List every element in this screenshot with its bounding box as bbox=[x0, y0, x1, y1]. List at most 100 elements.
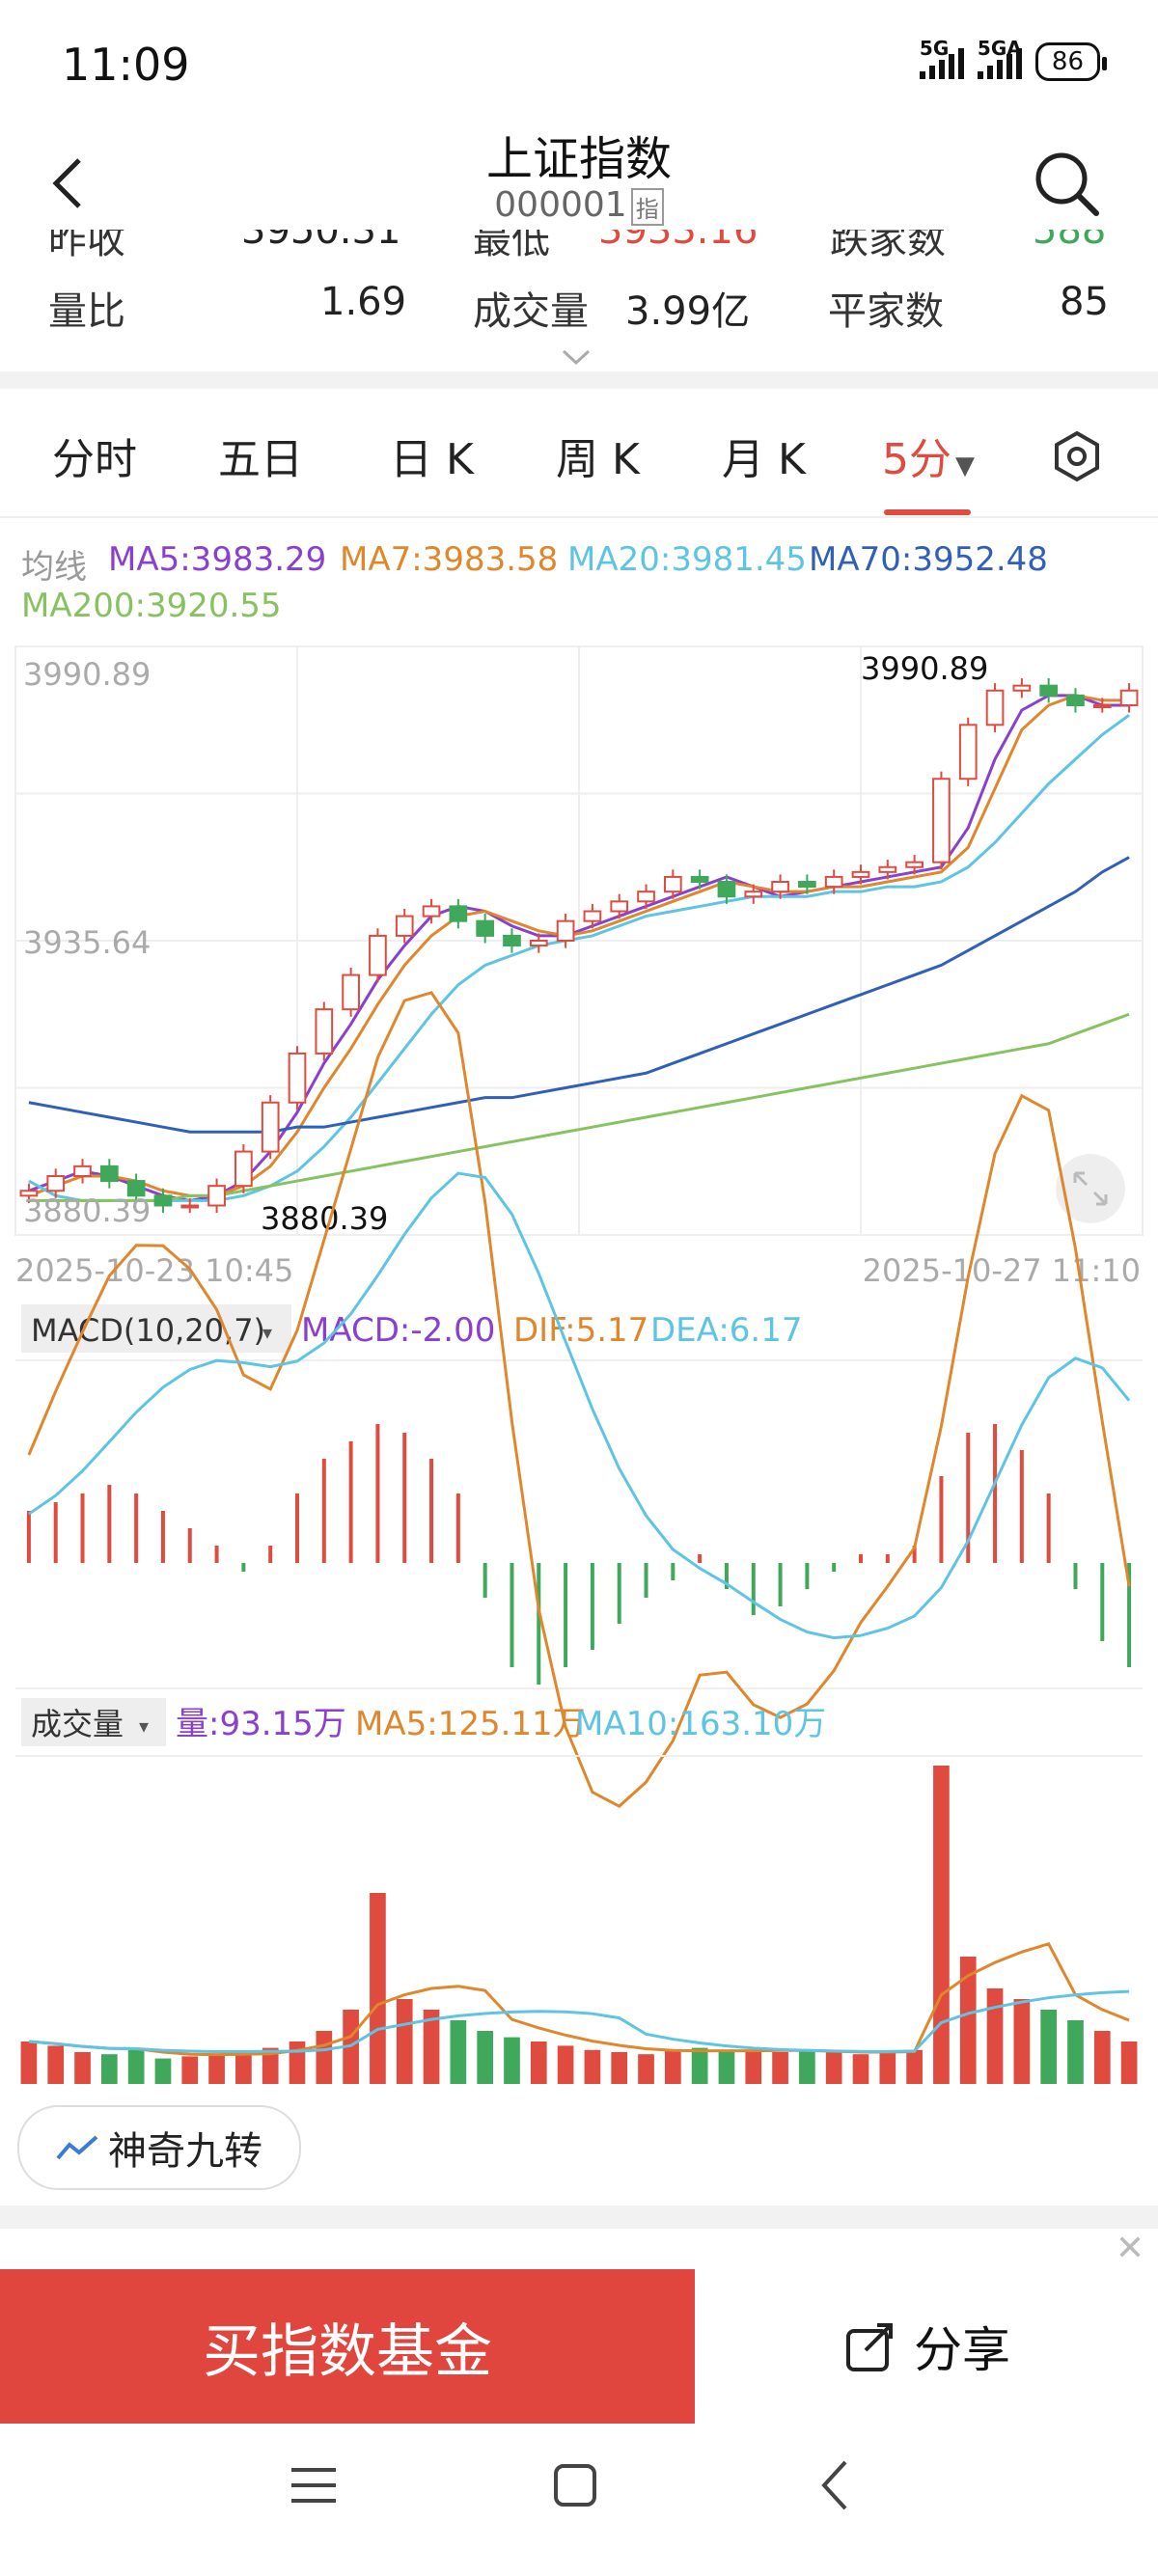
close-ad-icon[interactable]: ✕ bbox=[1115, 2229, 1144, 2268]
volume-bar bbox=[1093, 2031, 1111, 2084]
chart-settings-button[interactable] bbox=[1050, 429, 1104, 483]
home-nav-button[interactable] bbox=[552, 2462, 598, 2512]
volume-bar bbox=[825, 2052, 842, 2084]
menu-nav-button[interactable] bbox=[290, 2464, 338, 2510]
volume-bar bbox=[1120, 2042, 1138, 2084]
candle-body bbox=[180, 1204, 200, 1209]
volume-bar bbox=[316, 2031, 333, 2084]
tab-daily-k[interactable]: 日 K bbox=[390, 435, 474, 484]
candle-body bbox=[153, 1194, 173, 1207]
ma70-value: MA70:3952.48 bbox=[809, 540, 1048, 579]
volume-ma10-line bbox=[28, 1989, 1130, 2054]
candle-body bbox=[476, 919, 495, 937]
candle-body bbox=[717, 881, 736, 898]
candle-body bbox=[126, 1180, 146, 1197]
back-nav-button[interactable] bbox=[818, 2458, 851, 2516]
stat-value-volume: 3.99亿 bbox=[625, 289, 751, 334]
end-time-label: 2025-10-27 11:10 bbox=[863, 1252, 1141, 1289]
ma5-value: MA5:3983.29 bbox=[108, 540, 327, 579]
volume-bar bbox=[906, 2049, 923, 2084]
dif-line bbox=[27, 991, 1131, 1808]
expand-icon bbox=[1073, 1171, 1108, 1206]
candle-body bbox=[690, 875, 709, 884]
search-button[interactable] bbox=[1033, 150, 1100, 217]
battery-icon: 86 bbox=[1034, 42, 1108, 81]
candle-body bbox=[234, 1150, 253, 1188]
volume-selector-caret: ▾ bbox=[139, 1714, 149, 1738]
volume-value: 量:93.15万 bbox=[176, 1705, 346, 1743]
ma200-value: MA200:3920.55 bbox=[21, 587, 282, 625]
share-button[interactable]: 分享 bbox=[695, 2269, 1158, 2424]
volume-bar bbox=[181, 2056, 199, 2084]
fullscreen-button[interactable] bbox=[1056, 1154, 1125, 1223]
max-price-label: 3990.89 bbox=[861, 650, 988, 687]
volume-bar bbox=[423, 2010, 440, 2084]
dropdown-caret-icon: ▼ bbox=[955, 452, 975, 480]
volume-bar bbox=[289, 2042, 306, 2084]
y-label-bottom: 3880.39 bbox=[23, 1192, 151, 1229]
volume-bar bbox=[477, 2031, 494, 2084]
candle-body bbox=[583, 910, 602, 922]
tab-monthly-k[interactable]: 月 K bbox=[722, 435, 806, 484]
candle-body bbox=[315, 1008, 334, 1055]
price-chart-grid bbox=[14, 645, 1144, 1236]
volume-bar bbox=[959, 1957, 977, 2084]
candle-body bbox=[851, 870, 870, 878]
expand-stats-button[interactable] bbox=[560, 338, 593, 374]
trend-line-icon bbox=[56, 2135, 98, 2160]
volume-chart bbox=[15, 1755, 1143, 2084]
signal-icon-2: 5GA bbox=[977, 37, 1022, 79]
candles bbox=[19, 678, 1139, 1214]
tab-5min[interactable]: 5分 ▼ bbox=[882, 435, 975, 484]
tab-intraday[interactable]: 分时 bbox=[52, 435, 137, 484]
volume-selector[interactable]: 成交量 bbox=[31, 1706, 124, 1742]
candle-body bbox=[46, 1175, 66, 1192]
ma20-value: MA20:3981.45 bbox=[567, 540, 807, 579]
candle-body bbox=[932, 778, 951, 863]
volume-bar bbox=[664, 2049, 681, 2084]
macd-selector-bg bbox=[21, 1304, 291, 1353]
candle-body bbox=[905, 861, 924, 868]
candle-body bbox=[1119, 689, 1139, 706]
candle-body bbox=[503, 934, 521, 947]
volume-ma5-line bbox=[28, 1942, 1130, 2057]
candle-body bbox=[744, 891, 763, 898]
signal-icon: 5G bbox=[919, 37, 964, 79]
volume-bar bbox=[370, 1893, 386, 2084]
min-price-label: 3880.39 bbox=[261, 1200, 388, 1237]
volume-bar bbox=[235, 2052, 252, 2084]
candle-body bbox=[556, 919, 575, 942]
volume-bar bbox=[74, 2052, 91, 2084]
volume-bar bbox=[638, 2054, 654, 2084]
tab-five-day[interactable]: 五日 bbox=[218, 435, 303, 484]
candle-body bbox=[637, 891, 655, 903]
candle-body bbox=[1012, 684, 1032, 692]
back-button[interactable] bbox=[48, 154, 87, 223]
chevron-down-icon bbox=[562, 349, 591, 366]
nine-turn-indicator-button[interactable]: 神奇九转 bbox=[17, 2105, 301, 2190]
candle-body bbox=[771, 881, 789, 893]
share-icon bbox=[846, 2323, 893, 2371]
candle-body bbox=[958, 724, 978, 781]
candle-body bbox=[529, 940, 548, 947]
candle-body bbox=[395, 915, 414, 937]
volume-bar bbox=[504, 2037, 520, 2084]
volume-ma10: MA10:163.10万 bbox=[575, 1705, 826, 1743]
buy-index-fund-button[interactable]: 买指数基金 bbox=[0, 2269, 695, 2424]
dea-line bbox=[28, 1171, 1131, 1640]
candle-body bbox=[261, 1101, 280, 1153]
stock-chart[interactable]: 3990.89 3935.64 3880.39 3990.89 3880.39 … bbox=[0, 637, 1158, 2103]
volume-bar bbox=[799, 2049, 815, 2084]
macd-selector-caret: ▾ bbox=[262, 1321, 272, 1344]
candle-body bbox=[342, 973, 360, 1011]
candle-body bbox=[422, 905, 441, 918]
volume-bar bbox=[933, 1766, 950, 2084]
candle-body bbox=[663, 875, 682, 893]
volume-bar bbox=[47, 2045, 65, 2084]
volume-bar bbox=[852, 2054, 869, 2084]
volume-bar bbox=[154, 2058, 172, 2084]
candle-body bbox=[985, 689, 1005, 726]
tab-weekly-k[interactable]: 周 K bbox=[556, 435, 640, 484]
back-arrow-icon bbox=[821, 2460, 847, 2510]
volume-bar bbox=[691, 2047, 708, 2084]
